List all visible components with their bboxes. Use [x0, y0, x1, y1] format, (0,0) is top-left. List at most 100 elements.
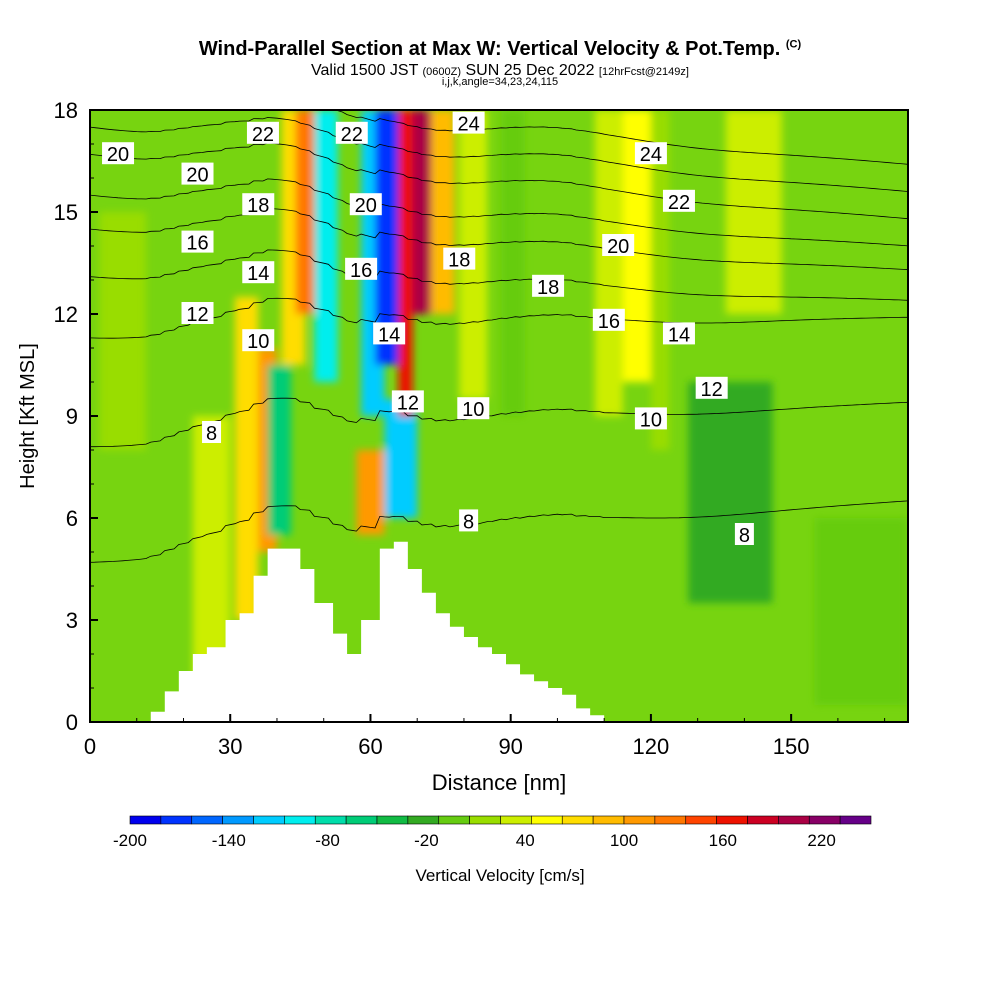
x-axis-label: Distance [nm]	[432, 770, 567, 795]
svg-text:10: 10	[640, 409, 662, 431]
colorbar-tick-label: 100	[610, 831, 638, 850]
contour-label: 22	[246, 121, 279, 146]
x-tick-label: 30	[218, 734, 242, 759]
velocity-cell-10	[375, 110, 399, 365]
colorbar-swatch	[160, 815, 193, 825]
contour-label: 10	[634, 407, 667, 431]
y-tick-label: 12	[54, 302, 78, 327]
contour-label: 24	[452, 111, 485, 136]
svg-text:12: 12	[397, 392, 419, 414]
colorbar-swatch	[500, 815, 532, 825]
svg-text:12: 12	[186, 304, 208, 326]
svg-text:8: 8	[206, 423, 217, 445]
velocity-cell-6	[314, 110, 338, 382]
copyright-tag: (C)	[785, 38, 802, 51]
section-params: i,j,k,angle=34,23,24,115	[441, 76, 559, 88]
contour-label: 20	[349, 193, 382, 217]
contour-label: 16	[181, 230, 214, 255]
velocity-cell-7	[356, 450, 385, 535]
svg-text:18: 18	[247, 195, 269, 217]
svg-text:18: 18	[537, 277, 559, 299]
colorbar-swatch	[191, 815, 223, 825]
contour-label: 24	[634, 142, 667, 166]
velocity-cell-21	[99, 212, 147, 450]
y-tick-label: 15	[54, 200, 78, 225]
velocity-cell-5	[295, 110, 315, 314]
contour-label: 14	[373, 322, 406, 346]
colorbar-swatch	[531, 815, 563, 825]
contour-label: 12	[391, 390, 424, 414]
svg-text:20: 20	[186, 165, 208, 187]
contour-label: 20	[181, 162, 214, 187]
contour-line-8	[90, 500, 908, 563]
contour-label: 14	[662, 322, 695, 346]
contour-line-10	[90, 397, 908, 448]
colorbar-label: Vertical Velocity [cm/s]	[415, 866, 584, 885]
contour-label: 10	[457, 397, 490, 421]
y-tick-label: 9	[66, 404, 78, 429]
svg-text:14: 14	[378, 324, 400, 346]
velocity-cell-12	[412, 110, 432, 314]
colorbar-swatch	[808, 815, 841, 825]
colorbar-swatch	[284, 815, 316, 825]
contour-line-14	[90, 249, 908, 301]
contour-line-24	[334, 110, 908, 165]
utc-time: (0600Z)	[422, 66, 462, 78]
svg-text:20: 20	[355, 195, 377, 217]
contour-label: 18	[532, 274, 565, 299]
colorbar-swatch	[839, 815, 872, 825]
velocity-cell-22	[814, 518, 908, 705]
x-tick-label: 150	[773, 734, 810, 759]
y-tick-label: 0	[66, 710, 78, 735]
colorbar-tick-label: -200	[113, 831, 147, 850]
x-axis: 0 30 60 90 120 150	[84, 714, 886, 759]
colorbar-swatch	[778, 815, 810, 825]
terrain-profile	[90, 541, 908, 722]
colorbar-swatch	[129, 815, 162, 825]
colorbar-tick-label: 220	[807, 831, 835, 850]
colorbar-tick-label: 40	[516, 831, 535, 850]
contour-label: 20	[602, 234, 635, 258]
colorbar-swatch	[222, 815, 254, 825]
svg-text:14: 14	[247, 263, 269, 285]
svg-text:12: 12	[701, 379, 723, 401]
contour-label: 18	[443, 247, 476, 272]
colorbar-swatch	[592, 815, 625, 825]
contour-line-22	[90, 117, 908, 192]
y-tick-label: 18	[54, 98, 78, 123]
velocity-cell-3	[267, 365, 291, 535]
svg-text:20: 20	[107, 144, 129, 166]
colorbar-tick-label: 160	[709, 831, 737, 850]
contour-line-16	[90, 208, 908, 271]
contour-label: 12	[695, 376, 728, 401]
svg-text:14: 14	[668, 324, 690, 346]
colorbar-swatch	[376, 815, 409, 825]
colorbar-swatch	[314, 815, 347, 825]
svg-text:24: 24	[640, 144, 662, 166]
contour-label: 8	[734, 523, 754, 547]
svg-text:18: 18	[448, 250, 470, 272]
x-tick-label: 0	[84, 734, 96, 759]
colorbar-swatch	[716, 815, 748, 825]
y-axis-label: Height [Kft MSL]	[17, 343, 39, 489]
velocity-cell-19	[688, 382, 773, 603]
chart-subtitle: Valid 1500 JST (0600Z) SUN 25 Dec 2022 […	[0, 62, 1000, 80]
velocity-cell-1	[234, 297, 259, 620]
svg-text:16: 16	[598, 311, 620, 333]
colorbar: -200 -140 -80 -20 40 100 160 220	[113, 815, 872, 850]
svg-text:22: 22	[668, 192, 690, 214]
colorbar-swatch	[654, 815, 687, 825]
contour-label: 18	[242, 193, 275, 217]
velocity-cell-16	[594, 110, 623, 416]
svg-text:10: 10	[462, 399, 484, 421]
colorbar-swatch	[469, 815, 501, 825]
valid-time: Valid 1500 JST	[311, 62, 419, 79]
colorbar-swatch	[623, 815, 656, 825]
y-tick-label: 3	[66, 608, 78, 633]
contour-label: 22	[662, 189, 695, 214]
svg-text:16: 16	[350, 260, 372, 282]
y-tick-label: 6	[66, 506, 78, 531]
contour-label: 8	[202, 421, 222, 445]
velocity-cell-11	[398, 110, 413, 416]
colorbar-swatch	[561, 815, 594, 825]
